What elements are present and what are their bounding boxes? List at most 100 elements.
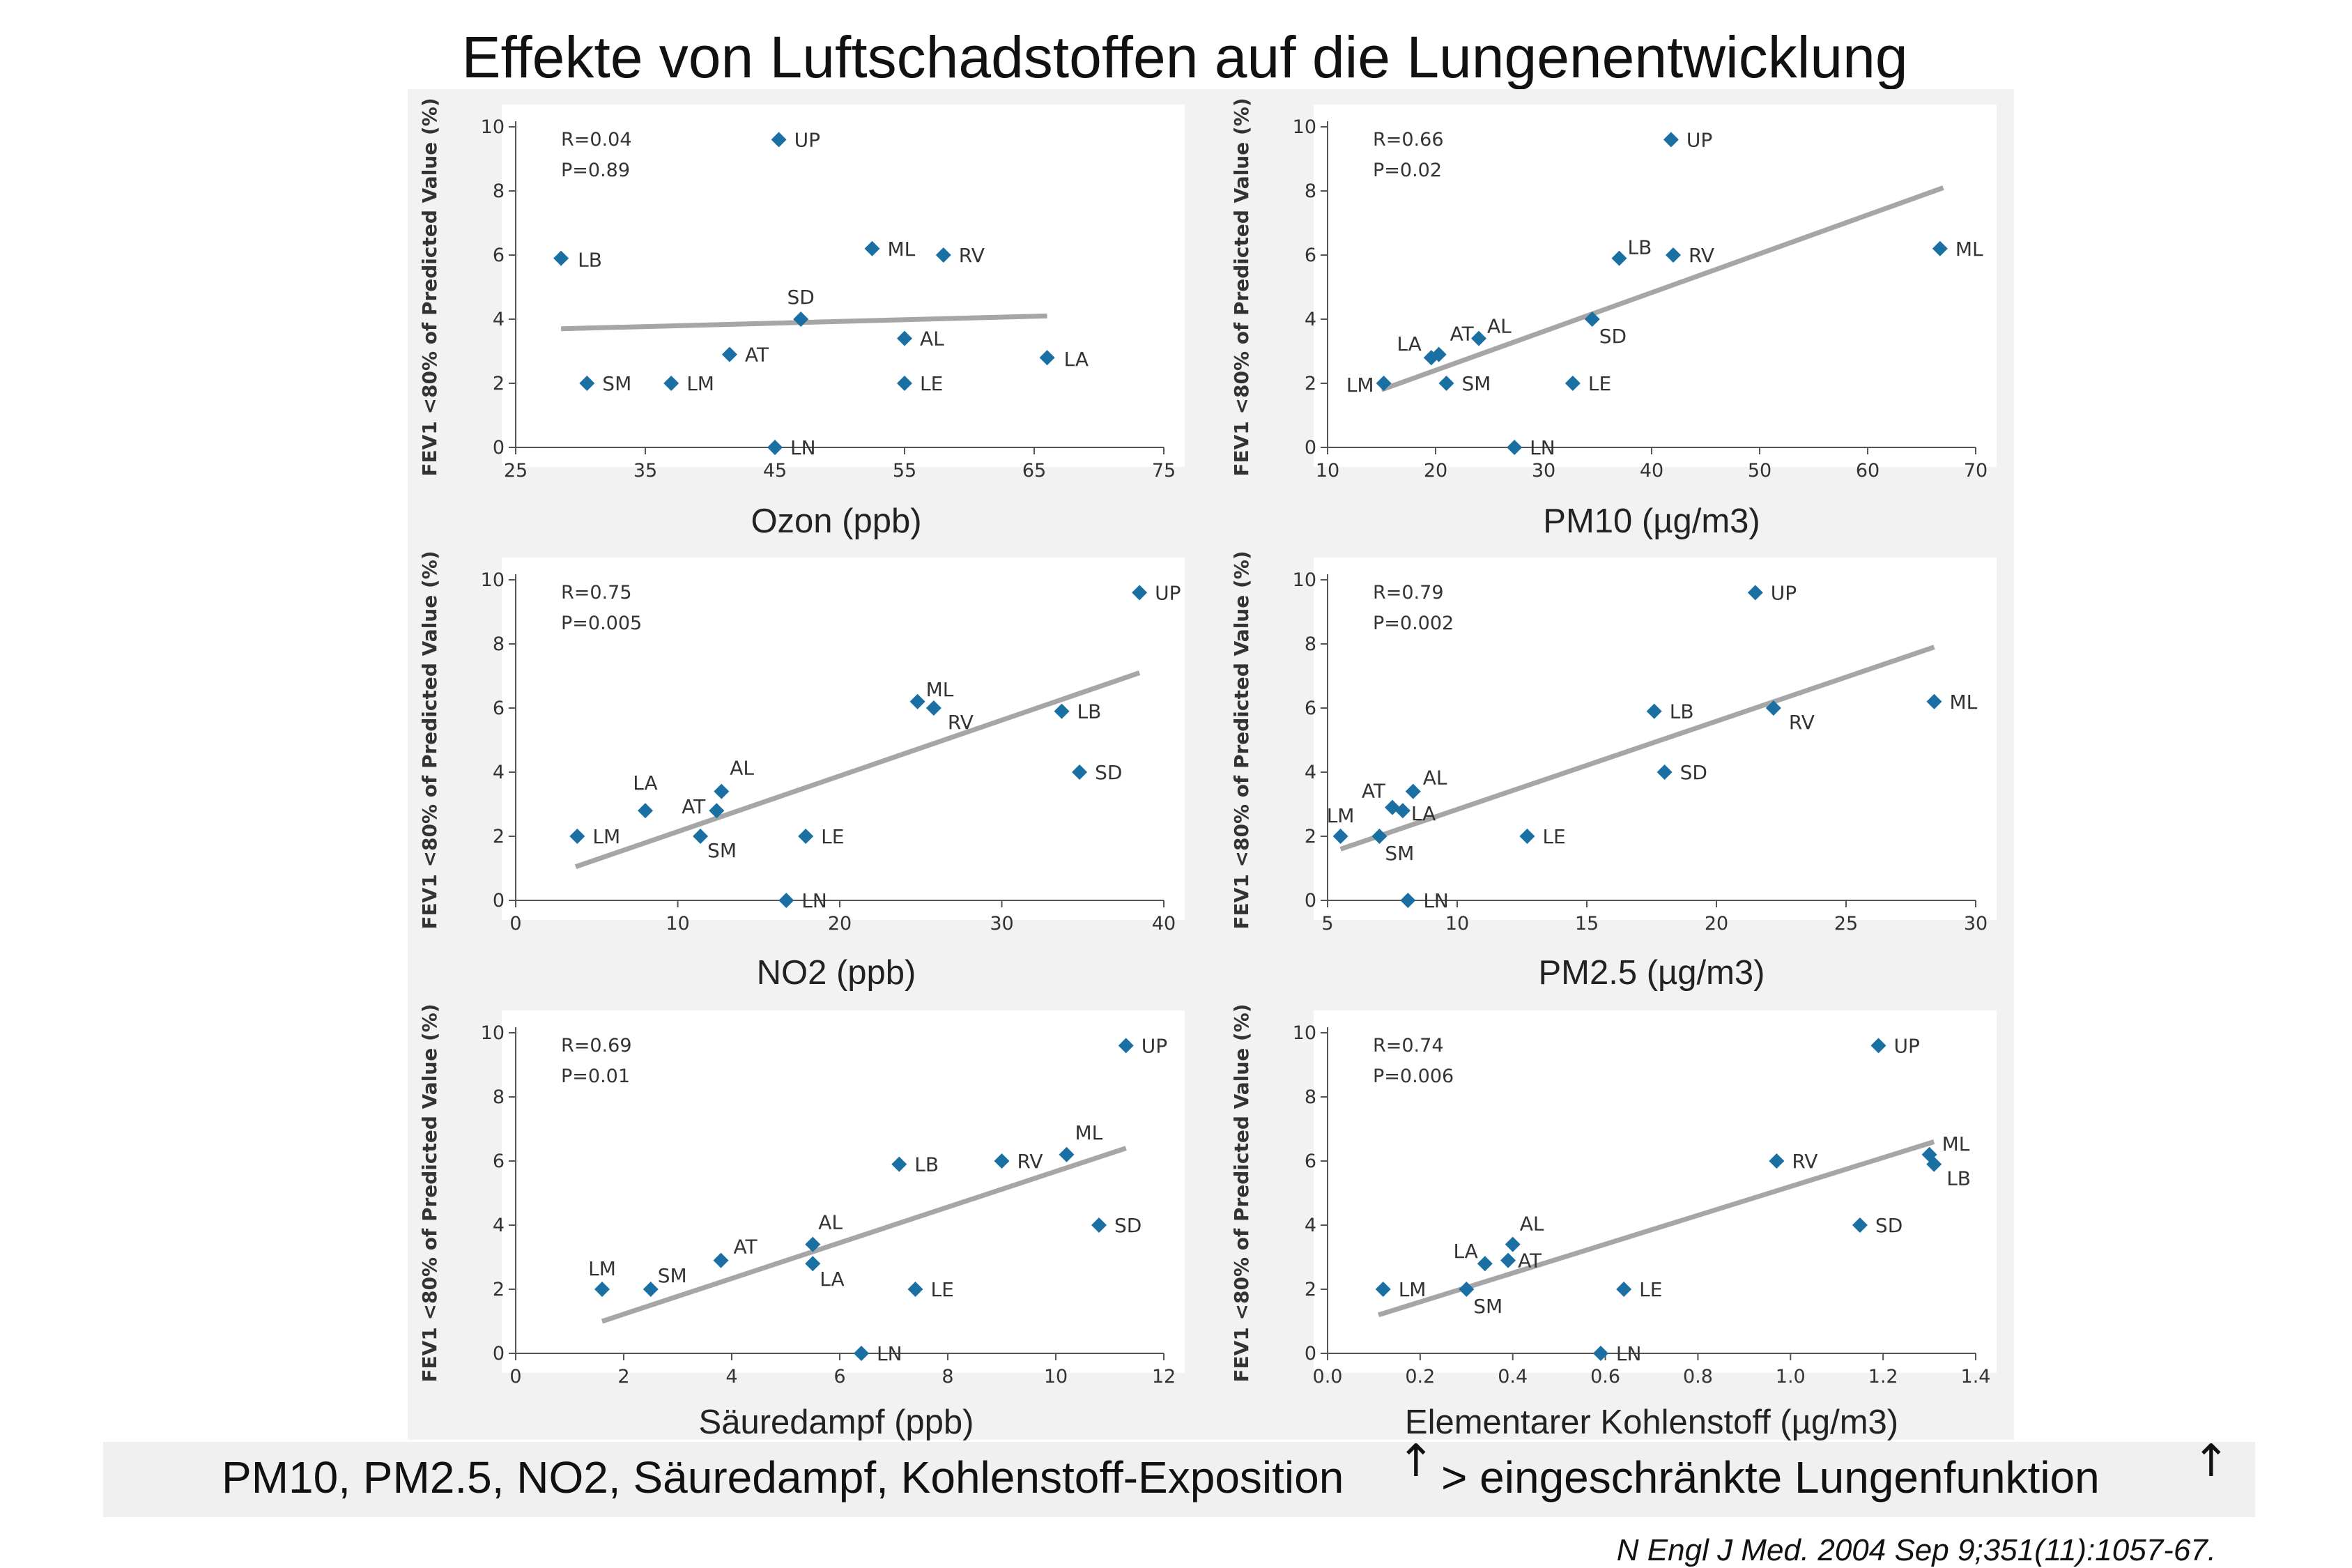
data-point-lm [1375,1282,1391,1297]
summary-result-text: > eingeschränkte Lungenfunktion [1441,1452,2100,1502]
up-arrow-icon: ↑ [1397,1436,1435,1487]
y-tick-label: 10 [1293,1022,1316,1044]
x-tick-label: 15 [1575,913,1599,935]
data-point-rv [935,247,951,263]
point-label-lb: LB [1946,1167,1971,1190]
point-label-lb: LB [1628,236,1652,259]
x-tick-label: 0.0 [1313,1366,1343,1388]
data-point-sd [1072,764,1088,780]
y-tick-label: 6 [1305,245,1316,266]
x-tick-label: 40 [1152,913,1176,935]
point-label-up: UP [794,128,820,151]
stat-text: P=0.02 [1373,160,1442,181]
chart-elemental-carbon: 0.0 0.2 0.4 0.6 0.8 1.0 1.2 1.4 0 2 4 6 8 10 FEV1 <80%… [1230,1004,1997,1388]
point-label-al: AL [1520,1213,1544,1236]
caption-pm10: PM10 (µg/m3) [1543,502,1760,540]
plot-area [1314,558,1997,920]
y-tick-label: 10 [481,569,505,591]
summary-text: PM10, PM2.5, NO2, Säuredampf, Kohlenstof… [222,1452,1344,1502]
data-point-al [897,330,912,346]
y-axis-label: FEV1 <80% of Predicted Value (%) [1230,98,1253,476]
data-point-al [1471,330,1486,346]
point-label-lm: LM [588,1257,616,1280]
data-point-at [1431,346,1447,362]
data-point-lb [553,250,569,266]
data-point-le [798,829,814,844]
x-tick-label: 30 [1532,460,1555,482]
x-tick-label: 10 [1316,460,1339,482]
y-axis-label: FEV1 <80% of Predicted Value (%) [1230,1004,1253,1382]
point-label-ml: ML [888,238,916,261]
x-tick-label: 0.4 [1498,1366,1528,1388]
chart-pm25: 5 10 15 20 25 30 0 2 4 6 8 10 FEV1 <80% of Predicted… [1230,551,1997,935]
caption-pm25: PM2.5 (µg/m3) [1538,954,1765,992]
data-point-ln [1400,893,1416,908]
x-tick-label: 6 [833,1366,845,1388]
citation: N Engl J Med. 2004 Sep 9;351(11):1057-67… [1616,1533,2216,1567]
point-label-ln: LN [1616,1342,1642,1365]
point-label-le: LE [931,1278,954,1301]
y-tick-label: 10 [481,116,505,138]
x-tick-label: 10 [666,913,689,935]
data-point-lb [1646,703,1662,719]
y-tick-label: 10 [1293,569,1316,591]
data-point-ln [1592,1346,1608,1361]
x-tick-label: 65 [1022,460,1046,482]
data-point-ln [854,1346,869,1361]
x-tick-label: 0.6 [1590,1366,1620,1388]
y-tick-label: 6 [493,1151,505,1172]
point-label-la: LA [1064,348,1089,371]
data-point-sd [1657,764,1673,780]
chart-no2: 0 10 20 30 40 0 2 4 6 8 10 FEV1 <80% of Predicted V… [418,551,1185,935]
point-label-la: LA [1453,1240,1477,1263]
data-point-la [805,1256,821,1272]
point-label-at: AT [734,1236,758,1259]
y-tick-label: 4 [493,1215,505,1236]
data-point-le [897,376,912,391]
point-label-le: LE [1542,825,1565,848]
plot-area [1314,1010,1997,1373]
point-label-sm: SM [1462,372,1491,395]
data-point-lm [594,1282,610,1297]
point-label-sm: SM [658,1264,687,1287]
point-label-al: AL [1423,767,1447,790]
x-tick-label: 0.2 [1405,1366,1435,1388]
data-point-ln [1507,440,1523,455]
data-point-sm [1438,376,1454,391]
data-point-sd [1584,312,1600,327]
point-label-la: LA [633,771,657,794]
plot-area [502,105,1185,467]
x-tick-label: 0 [509,1366,521,1388]
x-tick-label: 55 [893,460,916,482]
data-point-rv [925,700,941,716]
data-point-sd [1852,1217,1868,1233]
point-label-lm: LM [1399,1278,1427,1301]
data-point-rv [1769,1153,1785,1169]
plot-area [502,1010,1185,1373]
stat-text: P=0.89 [561,160,630,181]
point-label-ml: ML [1949,691,1977,714]
point-label-le: LE [1588,372,1611,395]
y-tick-label: 4 [1305,762,1316,783]
x-tick-label: 2 [617,1366,629,1388]
point-label-ln: LN [877,1342,902,1365]
data-point-le [1519,829,1535,844]
regression-line [1378,1139,1935,1318]
y-tick-label: 4 [1305,309,1316,330]
point-label-rv: RV [1689,244,1714,267]
point-label-rv: RV [959,244,985,267]
point-label-sm: SM [1473,1295,1502,1318]
y-tick-label: 8 [493,633,505,655]
point-label-le: LE [920,372,943,395]
data-point-rv [1765,700,1781,716]
caption-ozone: Ozon (ppb) [751,502,922,540]
data-point-lb [1926,1156,1942,1172]
data-point-sm [1371,829,1388,844]
data-point-le [1565,376,1581,391]
y-tick-label: 10 [1293,116,1316,138]
point-label-ln: LN [801,889,827,912]
x-tick-label: 45 [763,460,787,482]
y-tick-label: 0 [493,890,505,912]
x-tick-label: 75 [1152,460,1176,482]
point-label-al: AL [818,1211,843,1234]
